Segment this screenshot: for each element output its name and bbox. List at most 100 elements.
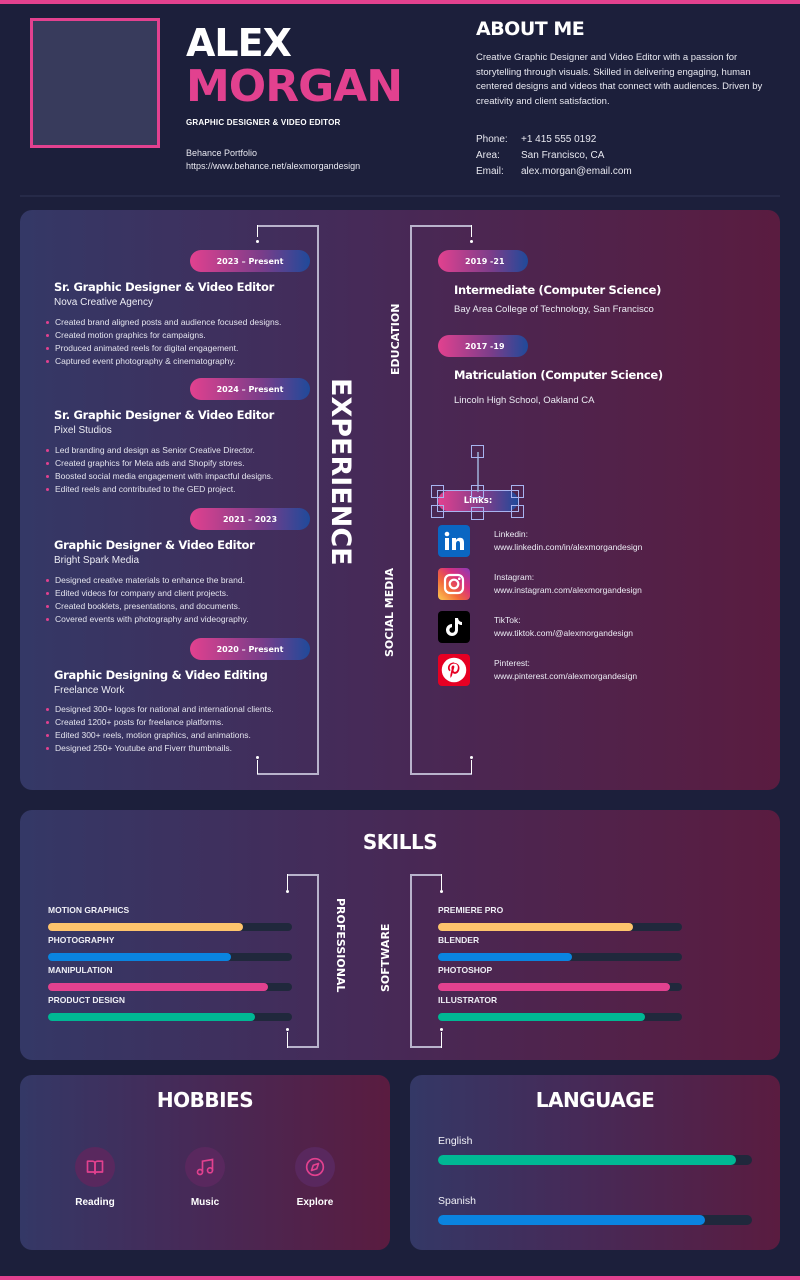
social-instagram[interactable]: Instagram: www.instagram.com/alexmorgande… — [438, 568, 642, 600]
skill-name: BLENDER — [438, 935, 480, 945]
edu-school: Bay Area College of Technology, San Fran… — [454, 304, 654, 315]
contact-label: Email: — [476, 166, 504, 177]
bullet-item: Edited 300+ reels, motion graphics, and … — [46, 729, 274, 742]
skill-name: PHOTOSHOP — [438, 965, 493, 975]
skill-fill — [438, 983, 670, 991]
job-company: Nova Creative Agency — [54, 297, 153, 308]
instagram-icon — [438, 568, 470, 600]
social-text: TikTok: www.tiktok.com/@alexmorgandesign — [494, 614, 633, 640]
bottom-accent-bar — [0, 1276, 800, 1280]
bracket-top — [410, 225, 472, 227]
software-bracket — [410, 874, 412, 1048]
bracket-dot — [286, 890, 289, 893]
bracket-stub-top — [257, 225, 258, 237]
bracket-stub — [441, 874, 442, 890]
bracket-bottom — [410, 773, 472, 775]
portfolio-link[interactable]: https://www.behance.net/alexmorgandesign — [186, 161, 361, 171]
bullet-item: Created motion graphics for campaigns. — [46, 329, 281, 342]
bracket-bottom — [257, 773, 319, 775]
phone-value: +1 415 555 0192 — [521, 134, 597, 145]
bracket-dot — [286, 1028, 289, 1031]
skill-name: MOTION GRAPHICS — [48, 905, 130, 915]
social-text: Instagram: www.instagram.com/alexmorgande… — [494, 571, 642, 597]
resize-handle[interactable] — [511, 485, 524, 498]
last-name: MORGAN — [186, 61, 403, 112]
links-pill[interactable]: Links: — [438, 491, 518, 511]
social-url[interactable]: www.linkedin.com/in/alexmorgandesign — [494, 542, 643, 552]
bracket-stub-bottom — [257, 760, 258, 774]
music-icon — [185, 1147, 225, 1187]
resize-handle[interactable] — [471, 485, 484, 498]
social-url[interactable]: www.tiktok.com/@alexmorgandesign — [494, 628, 634, 638]
skill-bar — [438, 923, 682, 931]
email-value[interactable]: alex.morgan@email.com — [521, 166, 632, 177]
bullet-item: Boosted social media engagement with imp… — [46, 470, 273, 483]
edu-school: Lincoln High School, Oakland CA — [454, 395, 595, 406]
skill-fill — [438, 953, 573, 961]
about-title: ABOUT ME — [476, 18, 585, 40]
bracket-stub-bottom — [471, 760, 472, 774]
tiktok-icon — [438, 611, 470, 643]
resize-handle[interactable] — [471, 507, 484, 520]
contact-phone: Phone: +1 415 555 0192 — [476, 132, 632, 148]
job-period-pill: 2023 – Present — [190, 250, 310, 272]
social-name: Instagram: — [494, 572, 535, 582]
skills-title: SKILLS — [362, 830, 438, 854]
bracket-bottom — [410, 1046, 442, 1048]
bracket-top — [287, 874, 319, 876]
resize-handle[interactable] — [431, 485, 444, 498]
bullet-item: Edited reels and contributed to the GED … — [46, 483, 273, 496]
bracket-top — [257, 225, 319, 227]
rotate-handle[interactable] — [471, 445, 484, 458]
job-role: GRAPHIC DESIGNER & VIDEO EDITOR — [186, 118, 341, 127]
social-pinterest[interactable]: Pinterest: www.pinterest.com/alexmorgande… — [438, 654, 637, 686]
bullet-item: Designed 300+ logos for national and int… — [46, 703, 274, 716]
rotate-handle-line — [477, 452, 479, 492]
bullet-item: Captured event photography & cinematogra… — [46, 355, 281, 368]
contact-email: Email: alex.morgan@email.com — [476, 164, 632, 180]
skill-name: PREMIERE PRO — [438, 905, 504, 915]
language-fill — [438, 1215, 705, 1225]
social-tiktok[interactable]: TikTok: www.tiktok.com/@alexmorgandesign — [438, 611, 633, 643]
bracket-bottom — [287, 1046, 319, 1048]
contact-label: Area: — [476, 150, 500, 161]
skill-bar — [48, 1013, 292, 1021]
bullet-item: Covered events with photography and vide… — [46, 613, 249, 626]
bracket-dot — [440, 890, 443, 893]
bullet-item: Created booklets, presentations, and doc… — [46, 600, 249, 613]
about-text: Creative Graphic Designer and Video Edit… — [476, 52, 763, 107]
skill-name: PRODUCT DESIGN — [48, 995, 125, 1005]
selection-box — [437, 490, 519, 512]
language-name: English — [438, 1135, 473, 1147]
skill-bar — [438, 1013, 682, 1021]
top-accent-bar — [0, 0, 800, 4]
language-title: LANGUAGE — [535, 1088, 655, 1112]
social-text: Linkedin: www.linkedin.com/in/alexmorgand… — [494, 528, 642, 554]
contact-area: Area: San Francisco, CA — [476, 148, 632, 164]
hobby-label: Music — [190, 1197, 220, 1208]
skill-fill — [48, 983, 268, 991]
skill-bar — [48, 923, 292, 931]
social-linkedin[interactable]: Linkedin: www.linkedin.com/in/alexmorgand… — [438, 525, 642, 557]
resize-handle[interactable] — [511, 505, 524, 518]
linkedin-icon — [438, 525, 470, 557]
social-url[interactable]: www.instagram.com/alexmorgandesign — [494, 585, 642, 595]
skill-name: PHOTOGRAPHY — [48, 935, 115, 945]
job-period-pill: 2020 – Present — [190, 638, 310, 660]
professional-label: PROFESSIONAL — [334, 898, 347, 993]
edu-period-pill: 2019 -21 — [438, 250, 528, 272]
bracket-dot — [256, 756, 259, 759]
resize-handle[interactable] — [431, 505, 444, 518]
skill-fill — [438, 1013, 646, 1021]
bracket-stub — [287, 874, 288, 890]
language-bar — [438, 1155, 752, 1165]
job-period-pill: 2021 – 2023 — [190, 508, 310, 530]
social-url[interactable]: www.pinterest.com/alexmorgandesign — [494, 671, 638, 681]
experience-education-card — [20, 210, 780, 790]
skill-fill — [438, 923, 634, 931]
job-title: Graphic Designing & Video Editing — [54, 668, 268, 682]
skill-bar — [438, 983, 682, 991]
job-title: Sr. Graphic Designer & Video Editor — [54, 280, 274, 294]
job-company: Freelance Work — [54, 685, 125, 696]
hobby-reading: Reading — [55, 1147, 135, 1208]
